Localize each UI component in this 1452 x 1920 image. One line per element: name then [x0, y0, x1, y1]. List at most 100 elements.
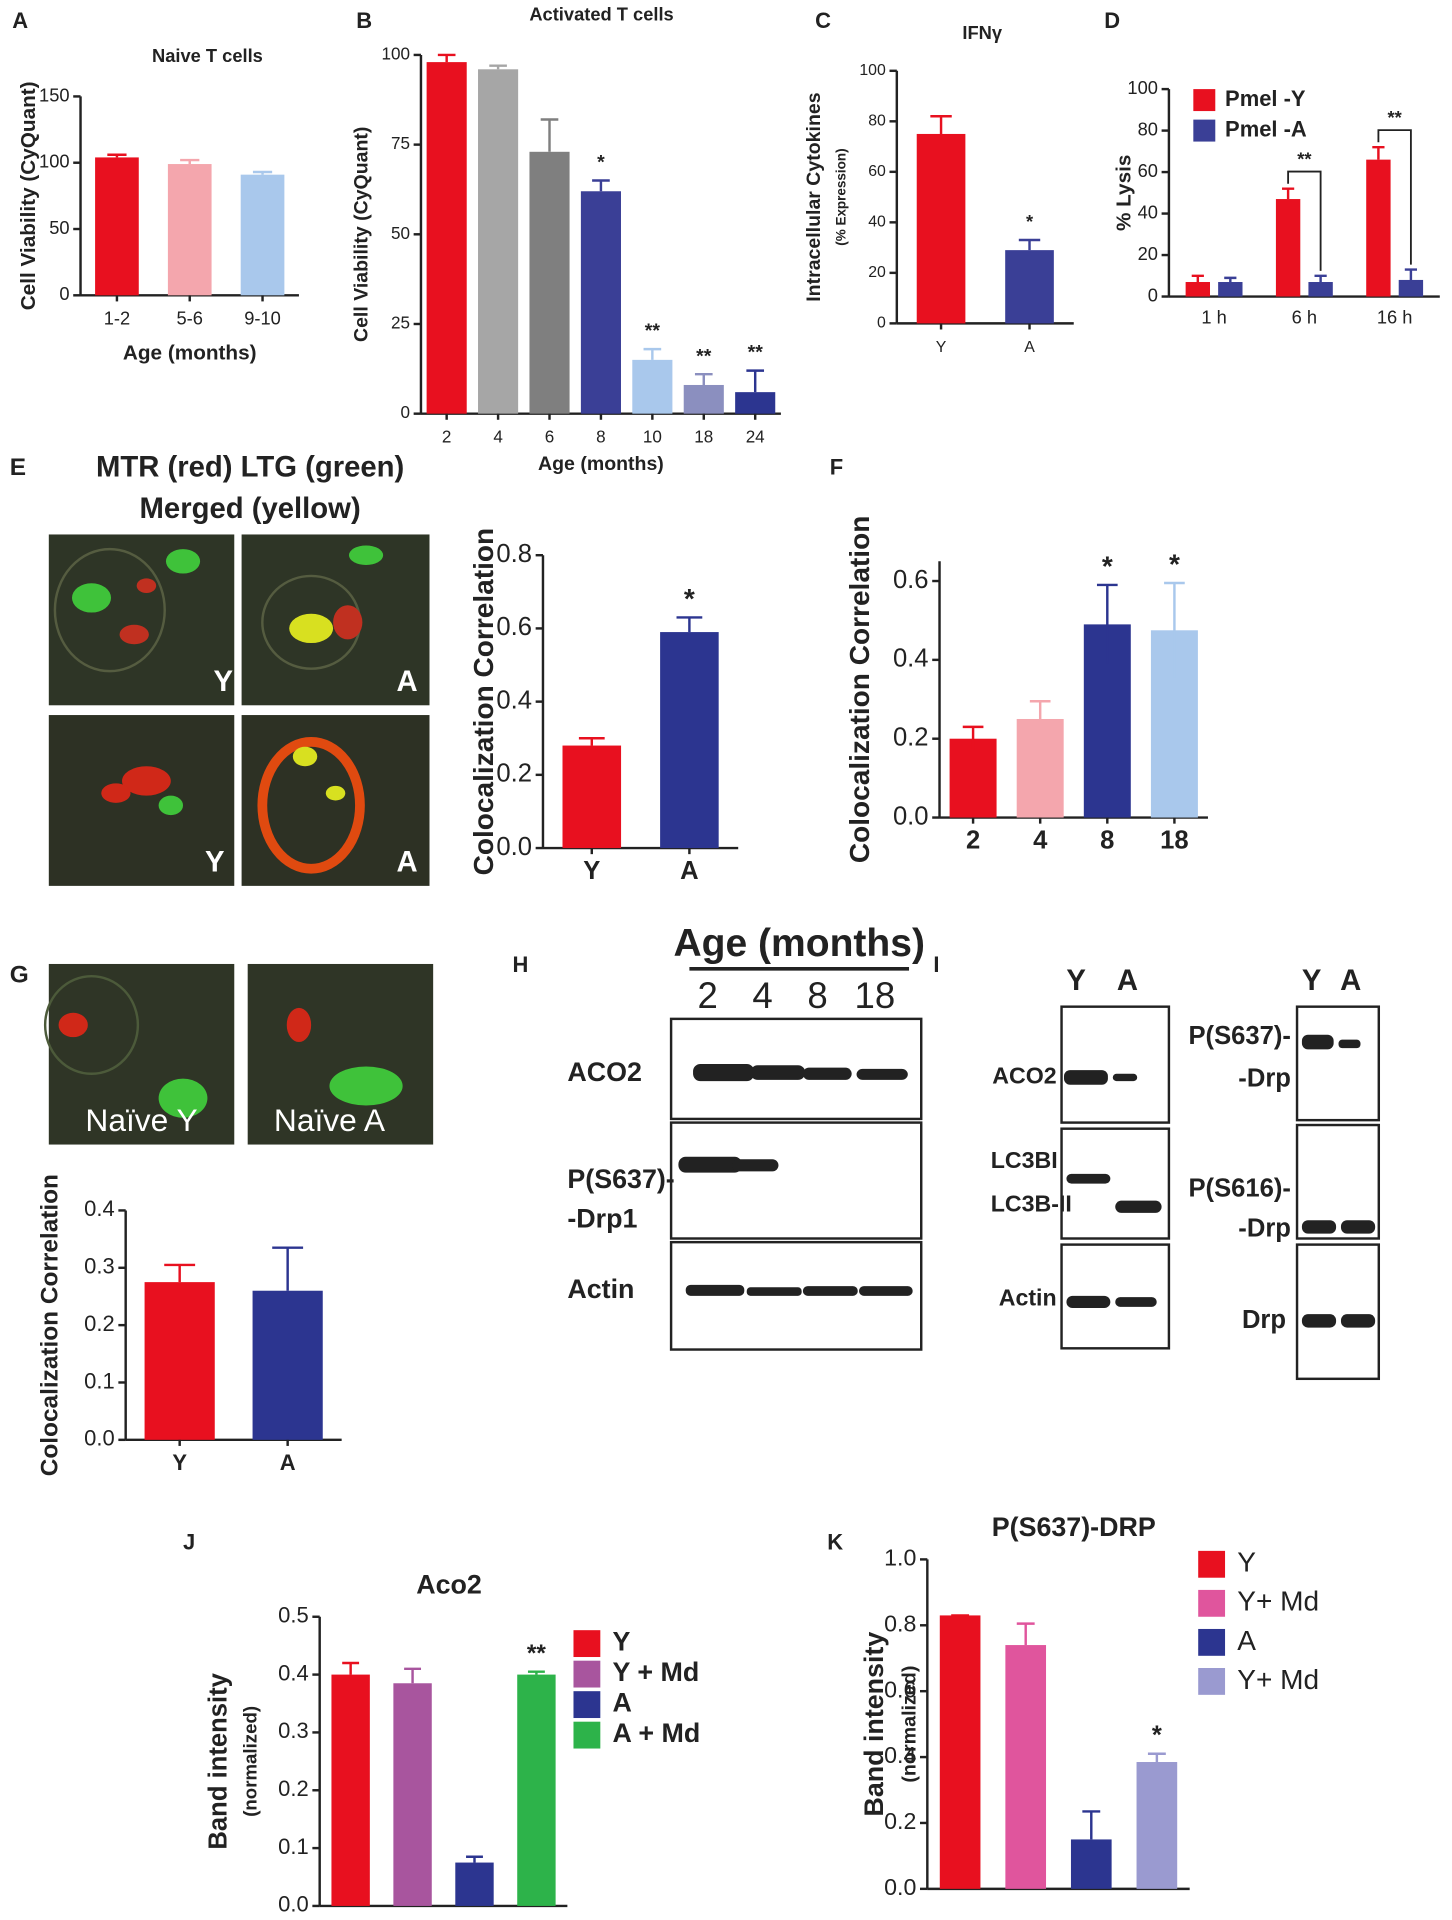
y-tick-label: 0.3	[278, 1718, 309, 1743]
panel-letter: A	[12, 8, 28, 33]
bar	[1218, 282, 1243, 297]
blot-label: LC3B-II	[991, 1191, 1072, 1217]
y-tick-label: 75	[391, 134, 410, 153]
x-tick-label: 6	[545, 428, 555, 447]
x-tick-label: 2	[966, 827, 980, 855]
y-tick-label: 50	[49, 217, 69, 238]
bar	[95, 157, 139, 296]
y-tick-label: 50	[391, 224, 410, 243]
significance: *	[597, 152, 605, 174]
legend-swatch	[1198, 1668, 1226, 1695]
bar	[1136, 1762, 1178, 1889]
y-tick-label: 60	[1138, 160, 1158, 181]
lane-label: Y	[1066, 964, 1086, 997]
error-bar	[1164, 581, 1185, 678]
y-axis-label: Colocalization Correlation	[37, 1174, 64, 1476]
bar	[949, 738, 997, 818]
legend-label: Y+ Md	[1237, 1586, 1319, 1617]
error-bar	[466, 1855, 483, 1863]
bar	[529, 151, 570, 414]
micrograph-label: A	[397, 665, 418, 698]
significance: *	[1102, 550, 1113, 581]
y-tick-label: 0.0	[884, 1874, 916, 1900]
x-tick-label: 10	[643, 428, 662, 447]
legend-label: Pmel -A	[1225, 116, 1307, 141]
y-tick-label: 0.8	[884, 1610, 916, 1636]
legend-swatch	[573, 1691, 601, 1719]
y-tick-label: 0.5	[278, 1603, 309, 1628]
error-bar	[180, 158, 200, 165]
bar	[517, 1674, 556, 1906]
panel-letter: J	[183, 1529, 195, 1554]
panel-letter: F	[830, 454, 843, 479]
bar	[393, 1683, 432, 1906]
bar	[562, 745, 622, 849]
legend-swatch	[573, 1630, 601, 1658]
error-bar	[489, 64, 507, 70]
bar	[1398, 279, 1424, 297]
error-bar	[1147, 1752, 1166, 1763]
significance: **	[527, 1640, 546, 1667]
significance: **	[645, 320, 661, 342]
micrograph-title: MTR (red) LTG (green)	[96, 450, 404, 483]
x-tick-label: 9-10	[244, 308, 281, 329]
bar	[167, 164, 212, 296]
error-bar	[694, 372, 713, 385]
y-axis-label: Colocalization Correlation	[468, 528, 499, 876]
y-tick-label: 0.0	[84, 1426, 115, 1451]
blot-label: P(S616)-	[1188, 1174, 1290, 1202]
bar	[1005, 250, 1054, 324]
panel-letter: H	[512, 952, 528, 977]
error-bar	[676, 616, 703, 633]
y-axis-label: Cell Viability (CyQuant)	[17, 81, 40, 310]
x-tick-label: 18	[1160, 827, 1189, 855]
legend-label: Y+ Md	[1237, 1664, 1319, 1695]
error-bar	[1404, 268, 1418, 280]
bar	[632, 359, 673, 414]
x-tick-label: 16 h	[1377, 306, 1413, 327]
error-bar	[930, 115, 952, 134]
bar	[1005, 1645, 1047, 1889]
micrograph-label: Y	[205, 846, 225, 879]
blot-label: -Drp1	[567, 1203, 637, 1233]
legend-label: A + Md	[613, 1718, 701, 1748]
error-bar	[252, 170, 273, 175]
lane-label: 18	[855, 975, 896, 1016]
error-bar	[1029, 700, 1051, 737]
error-bar	[1372, 145, 1385, 160]
blot-label: P(S637)-	[567, 1164, 674, 1194]
bar	[331, 1674, 370, 1906]
blot-title: Age (months)	[673, 922, 925, 965]
x-tick-label: 4	[1033, 827, 1048, 855]
error-bar	[1314, 274, 1327, 283]
y-axis-label: Colocalization Correlation	[844, 516, 875, 864]
error-bar	[342, 1661, 360, 1675]
blot-label: -Drp	[1238, 1215, 1291, 1243]
panel-letter: D	[1104, 8, 1120, 33]
error-bar	[1096, 583, 1118, 664]
y-tick-label: 0.2	[893, 723, 929, 751]
chart-title: P(S637)-DRP	[992, 1512, 1156, 1542]
blot-label: -Drp	[1238, 1065, 1291, 1093]
error-bar	[746, 369, 765, 393]
chart-title: Activated T cells	[529, 4, 673, 25]
y-axis-label: (normalized)	[898, 1666, 920, 1783]
y-tick-label: 0.4	[84, 1196, 115, 1221]
y-axis-label: (% Expression)	[833, 148, 848, 245]
y-tick-label: 0	[877, 315, 886, 332]
bar	[735, 392, 776, 414]
blot-label: Actin	[999, 1285, 1057, 1311]
error-bar	[578, 737, 605, 746]
y-tick-label: 0.2	[884, 1808, 916, 1834]
y-tick-label: 0.3	[84, 1254, 115, 1279]
y-tick-label: 0.6	[496, 613, 532, 641]
legend-swatch	[1198, 1628, 1226, 1656]
y-axis-label: Intracellular Cytokines	[803, 92, 825, 301]
blot-h	[669, 1017, 923, 1351]
error-bar	[1191, 274, 1204, 283]
error-bar	[1016, 1622, 1035, 1646]
error-bar	[527, 1670, 545, 1675]
y-tick-label: 40	[1138, 201, 1158, 222]
bar	[252, 1290, 323, 1440]
